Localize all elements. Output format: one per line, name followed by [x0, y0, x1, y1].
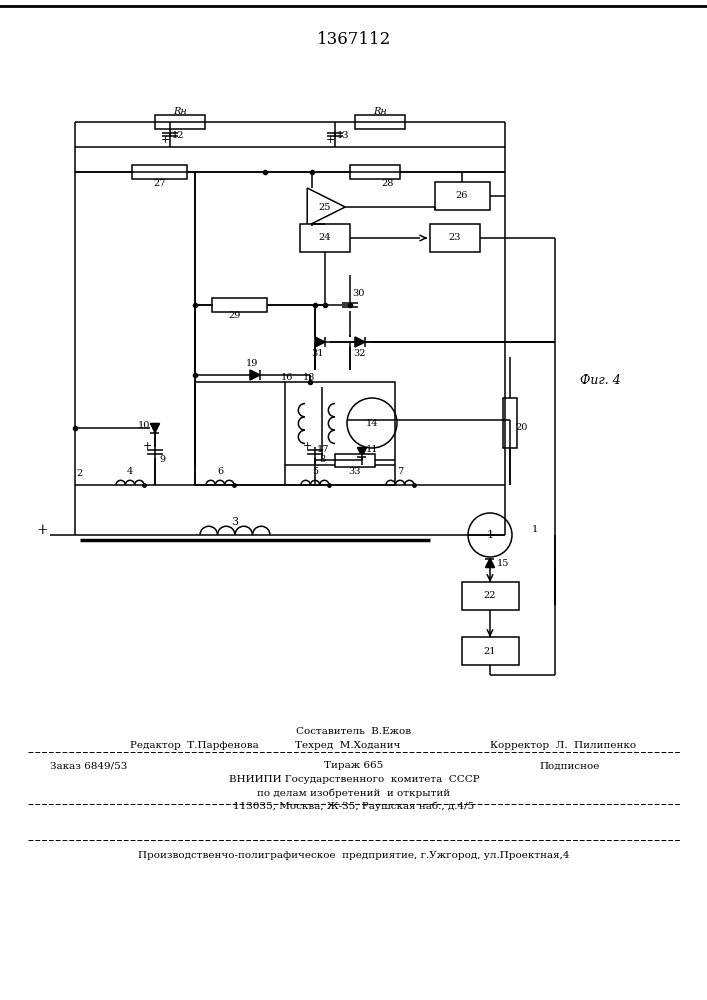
Text: 9: 9: [159, 456, 165, 464]
Text: 3: 3: [231, 517, 238, 527]
Text: 12: 12: [172, 130, 185, 139]
Bar: [462, 582, 519, 610]
Text: 14: 14: [366, 418, 378, 428]
Text: 2: 2: [77, 468, 83, 478]
Text: 4: 4: [127, 468, 133, 477]
Text: Фиг. 4: Фиг. 4: [580, 373, 620, 386]
Polygon shape: [315, 337, 325, 347]
Text: 29: 29: [229, 312, 241, 320]
Text: +: +: [36, 523, 48, 537]
Bar: [300, 224, 350, 252]
Text: ВНИИПИ Государственного  комитета  СССР: ВНИИПИ Государственного комитета СССР: [228, 776, 479, 784]
Text: 21: 21: [484, 647, 496, 656]
Text: 8: 8: [319, 456, 325, 464]
Bar: [285, 382, 395, 465]
Text: 27: 27: [153, 178, 166, 188]
Text: Корректор  Л.  Пилипенко: Корректор Л. Пилипенко: [490, 742, 636, 750]
Text: 25: 25: [319, 202, 331, 212]
Bar: [335, 454, 375, 466]
Text: 113035, Москва, Ж-35, Раушская наб., д.4/5: 113035, Москва, Ж-35, Раушская наб., д.4…: [233, 801, 474, 811]
Text: 18: 18: [303, 372, 315, 381]
Text: 15: 15: [497, 558, 509, 568]
Text: +: +: [142, 441, 152, 451]
Text: 11: 11: [366, 446, 378, 454]
Text: 20: 20: [516, 424, 528, 432]
Text: 26: 26: [456, 192, 468, 200]
Text: Заказ 6849/53: Заказ 6849/53: [50, 762, 127, 770]
Text: 32: 32: [354, 349, 366, 358]
Text: Rн: Rн: [173, 107, 187, 116]
Text: 13: 13: [337, 130, 349, 139]
Text: Редактор  Т.Парфенова: Редактор Т.Парфенова: [130, 742, 259, 750]
Text: Техред  М.Ходанич: Техред М.Ходанич: [295, 742, 400, 750]
Text: Rн: Rн: [373, 107, 387, 116]
Polygon shape: [151, 424, 160, 432]
Polygon shape: [486, 558, 494, 568]
Text: 7: 7: [397, 468, 403, 477]
Text: Производственчо-полиграфическое  предприятие, г.Ужгород, ул.Проектная,4: Производственчо-полиграфическое предприя…: [139, 850, 570, 859]
Bar: [462, 637, 519, 665]
Bar: [503, 398, 517, 448]
Polygon shape: [358, 448, 366, 456]
Bar: [132, 165, 187, 179]
Text: Составитель  В.Ежов: Составитель В.Ежов: [296, 728, 411, 736]
Bar: [350, 165, 400, 179]
Text: 30: 30: [352, 288, 364, 298]
Text: 31: 31: [312, 349, 325, 358]
Bar: [155, 115, 205, 129]
Text: +: +: [325, 135, 334, 145]
Text: 6: 6: [217, 468, 223, 477]
Text: +: +: [303, 441, 312, 451]
Text: +: +: [160, 135, 170, 145]
Text: 23: 23: [449, 233, 461, 242]
Text: 22: 22: [484, 591, 496, 600]
Bar: [213, 298, 267, 312]
Text: 28: 28: [382, 178, 395, 188]
Text: 17: 17: [317, 446, 329, 454]
Text: 1: 1: [486, 530, 493, 540]
Polygon shape: [250, 370, 260, 380]
Text: 1367112: 1367112: [317, 31, 391, 48]
Bar: [435, 182, 490, 210]
Text: 33: 33: [349, 468, 361, 477]
Polygon shape: [355, 337, 365, 347]
Text: Тираж 665: Тираж 665: [325, 762, 384, 770]
Text: 19: 19: [246, 360, 258, 368]
Text: 16: 16: [281, 372, 293, 381]
Text: по делам изобретений  и открытий: по делам изобретений и открытий: [257, 788, 450, 798]
Text: 24: 24: [319, 233, 332, 242]
Bar: [355, 115, 405, 129]
Text: Подписное: Подписное: [540, 762, 600, 770]
Text: 10: 10: [138, 422, 150, 430]
Bar: [430, 224, 480, 252]
Text: 1: 1: [532, 526, 538, 534]
Text: 5: 5: [312, 468, 318, 477]
